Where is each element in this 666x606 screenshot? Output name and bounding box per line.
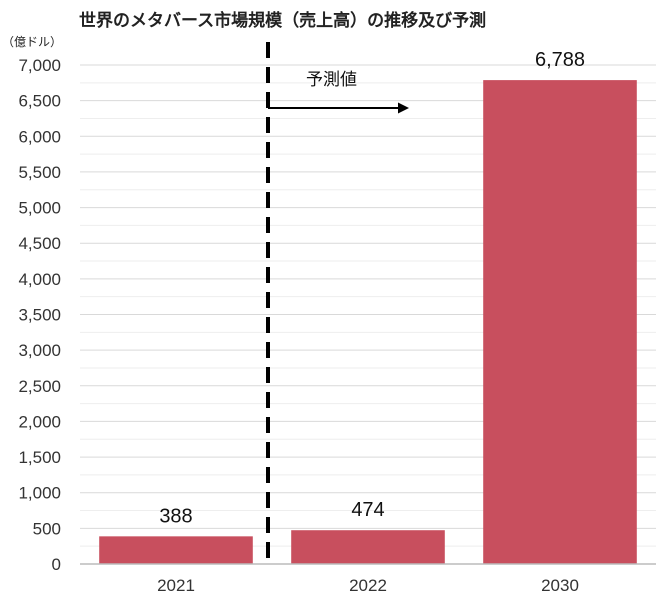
y-axis-ticks: 0 500 1,000 1,500 2,000 2,500 3,000 3,500 4,000 4… — [18, 56, 61, 574]
data-label: 388 — [159, 505, 192, 527]
data-labels: 388 474 6,788 — [159, 49, 585, 527]
y-tick-label: 5,500 — [18, 163, 61, 182]
y-tick-label: 3,000 — [18, 341, 61, 360]
x-tick-label: 2021 — [157, 576, 195, 595]
y-tick-label: 1,500 — [18, 448, 61, 467]
y-tick-label: 4,500 — [18, 234, 61, 253]
bar-2021 — [99, 536, 253, 564]
x-tick-label: 2030 — [541, 576, 579, 595]
y-tick-label: 1,000 — [18, 484, 61, 503]
bar-2022 — [291, 530, 445, 564]
y-tick-label: 2,000 — [18, 412, 61, 431]
y-tick-label: 5,000 — [18, 199, 61, 218]
bar-2030 — [483, 80, 637, 564]
x-axis-ticks: 2021 2022 2030 — [157, 576, 579, 595]
arrow-head-icon — [398, 102, 409, 114]
y-tick-label: 7,000 — [18, 56, 61, 75]
y-unit-label: （億ドル） — [2, 35, 62, 49]
y-tick-label: 2,500 — [18, 377, 61, 396]
x-tick-label: 2022 — [349, 576, 387, 595]
y-tick-label: 6,500 — [18, 92, 61, 111]
data-label: 474 — [351, 499, 384, 521]
data-label: 6,788 — [535, 49, 585, 71]
bars — [99, 80, 637, 564]
forecast-label: 予測値 — [306, 70, 357, 90]
y-tick-label: 3,500 — [18, 306, 61, 325]
chart-title: 世界のメタバース市場規模（売上高）の推移及び予測 — [79, 10, 486, 31]
y-tick-label: 6,000 — [18, 127, 61, 146]
y-tick-label: 4,000 — [18, 270, 61, 289]
y-tick-label: 500 — [33, 519, 61, 538]
y-tick-label: 0 — [52, 555, 61, 574]
